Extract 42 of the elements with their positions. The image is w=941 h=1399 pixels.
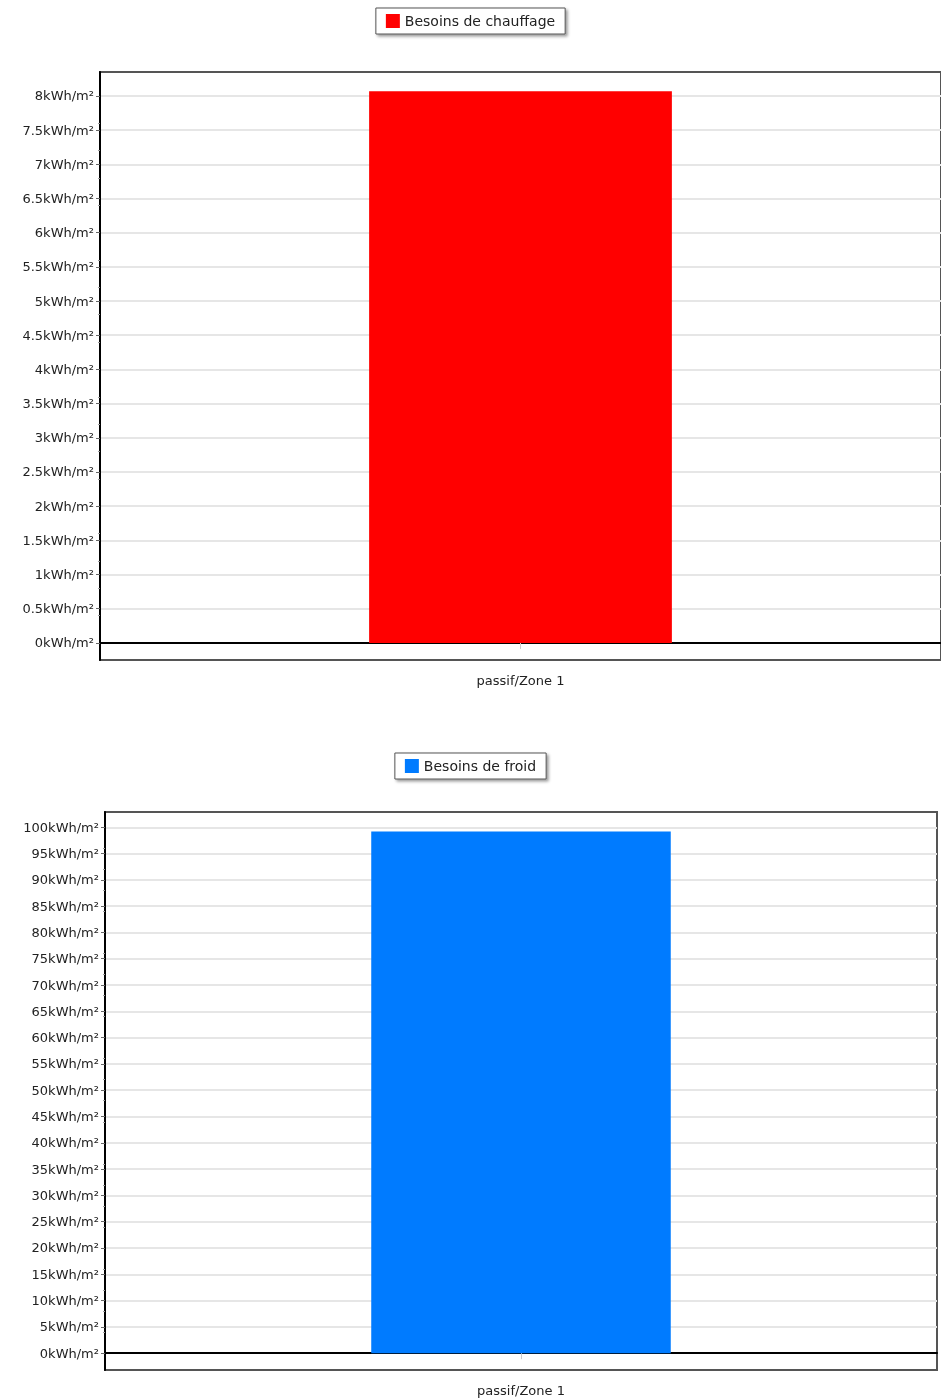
y-tick-label: 10kWh/m²	[31, 1293, 99, 1309]
y-tick-label: 95kWh/m²	[31, 846, 99, 862]
y-tick-label: 8kWh/m²	[34, 88, 94, 104]
y-tick-label: 100kWh/m²	[23, 819, 99, 835]
x-tick-label: passif/Zone 1	[477, 1383, 565, 1398]
x-tick-label: passif/Zone 1	[476, 673, 565, 688]
y-tick-label: 30kWh/m²	[31, 1187, 99, 1203]
y-tick-label: 1kWh/m²	[34, 567, 94, 583]
y-tick-label: 5.5kWh/m²	[22, 259, 94, 275]
y-tick-label: 50kWh/m²	[31, 1082, 99, 1098]
y-tick-label: 5kWh/m²	[34, 293, 94, 309]
y-tick-label: 6kWh/m²	[34, 225, 94, 241]
y-tick-label: 0kWh/m²	[39, 1345, 99, 1361]
y-tick-label: 7.5kWh/m²	[22, 122, 94, 138]
y-tick-label: 7kWh/m²	[34, 156, 94, 172]
y-tick-label: 20kWh/m²	[31, 1240, 99, 1256]
y-tick-label: 40kWh/m²	[31, 1135, 99, 1151]
y-tick-label: 0kWh/m²	[34, 635, 94, 651]
y-tick-label: 80kWh/m²	[31, 924, 99, 940]
y-tick-label: 85kWh/m²	[31, 898, 99, 914]
y-tick-label: 25kWh/m²	[31, 1214, 99, 1230]
y-tick-label: 5kWh/m²	[39, 1319, 99, 1335]
y-tick-label: 3.5kWh/m²	[22, 396, 94, 412]
y-tick-label: 4.5kWh/m²	[22, 327, 94, 343]
y-tick-label: 2.5kWh/m²	[22, 464, 94, 480]
y-tick-label: 75kWh/m²	[31, 951, 99, 967]
legend-label: Besoins de chauffage	[404, 13, 556, 29]
y-tick-label: 70kWh/m²	[31, 977, 99, 993]
y-tick-label: 45kWh/m²	[31, 1109, 99, 1125]
y-tick-label: 35kWh/m²	[31, 1161, 99, 1177]
y-tick-label: 0.5kWh/m²	[22, 601, 94, 617]
y-tick-label: 65kWh/m²	[31, 1003, 99, 1019]
y-tick-label: 55kWh/m²	[31, 1056, 99, 1072]
y-tick-label: 90kWh/m²	[31, 872, 99, 888]
y-tick-label: 3kWh/m²	[34, 430, 94, 446]
y-tick-label: 15kWh/m²	[31, 1266, 99, 1282]
legend-label: Besoins de froid	[423, 758, 537, 774]
y-tick-label: 2kWh/m²	[34, 498, 94, 514]
y-tick-label: 1.5kWh/m²	[22, 532, 94, 548]
y-tick-label: 4kWh/m²	[34, 361, 94, 377]
y-tick-label: 6.5kWh/m²	[22, 190, 94, 206]
y-tick-label: 60kWh/m²	[31, 1030, 99, 1046]
